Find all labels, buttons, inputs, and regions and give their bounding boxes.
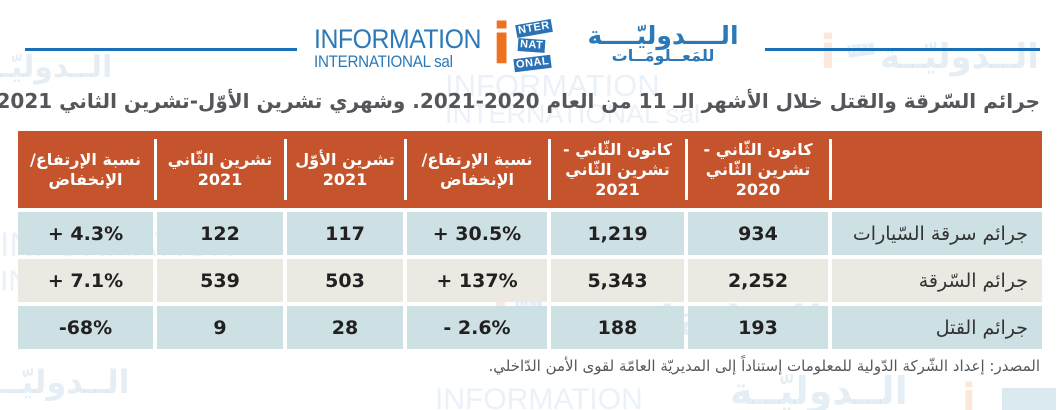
cell-jan-nov-2020: 934 xyxy=(688,212,828,255)
logo-badge-nter: NTER xyxy=(515,18,553,38)
cell-jan-nov-2021: 188 xyxy=(551,306,684,349)
watermark-i-topright: i xyxy=(820,25,836,79)
cell-oct-2021: 28 xyxy=(287,306,403,349)
header-cell-row-labels xyxy=(832,131,1042,208)
table-row-murder: جرائم القتل 193 188 - 2.6% 28 9 -68% xyxy=(18,306,1042,349)
logo-i-letter: i xyxy=(492,12,512,77)
brand-arabic-wordmark: الــــدوليّــــة للمَعــلومَــات xyxy=(566,22,760,64)
brand-rule-left xyxy=(25,48,297,51)
watermark-arabic-topright: الــدوليّــة xyxy=(880,37,1039,77)
brand-arabic-line2: للمَعــلومَــات xyxy=(611,45,715,65)
source-note: المصدر: إعداد الشّركة الدّولية للمعلومات… xyxy=(488,357,1040,375)
cell-jan-nov-2021: 1,219 xyxy=(551,212,684,255)
header-cell-oct-2021: تشرين الأوّل 2021 xyxy=(287,131,407,208)
logo-badge-nat: NAT xyxy=(517,38,546,53)
header-cell-change-annual: نسبة الإرتفاع/ الإنخفاض xyxy=(407,131,551,208)
cell-jan-nov-2020: 2,252 xyxy=(688,259,828,302)
company-logo-icon: i NTER NAT ONAL xyxy=(492,12,564,80)
row-label: جرائم القتل xyxy=(832,306,1042,349)
table-row-car-theft: جرائم سرقة السّيارات 934 1,219 + 30.5% 1… xyxy=(18,212,1042,255)
cell-nov-2021: 122 xyxy=(157,212,283,255)
header-cell-nov-2021: تشرين الثّاني 2021 xyxy=(157,131,287,208)
brand-rule-right xyxy=(765,48,1040,51)
cell-change-annual: + 137% xyxy=(407,259,547,302)
cell-nov-2021: 9 xyxy=(157,306,283,349)
watermark-block-bottomright xyxy=(1002,388,1056,410)
logo-badge-onal: ONAL xyxy=(513,54,552,72)
cell-change-monthly: -68% xyxy=(18,306,153,349)
brand-wordmark: INFORMATION INTERNATIONAL sal xyxy=(314,24,481,72)
header-cell-change-monthly: نسبة الإرتفاع/ الإنخفاض xyxy=(18,131,157,208)
page-title: جرائم السّرقة والقتل خلال الأشهر الـ 11 … xyxy=(0,89,1040,113)
row-label: جرائم سرقة السّيارات xyxy=(832,212,1042,255)
table-header-row: كانون الثّاني - تشرين الثّاني 2020 كانون… xyxy=(18,131,1042,208)
cell-change-annual: - 2.6% xyxy=(407,306,547,349)
watermark-arabic-bottomright: الــدوليّــة xyxy=(730,369,908,410)
cell-change-monthly: + 4.3% xyxy=(18,212,153,255)
crime-statistics-table: كانون الثّاني - تشرين الثّاني 2020 كانون… xyxy=(18,131,1042,349)
brand-name-line1: INFORMATION xyxy=(314,24,481,54)
cell-jan-nov-2021: 5,343 xyxy=(551,259,684,302)
header-cell-jan-nov-2020: كانون الثّاني - تشرين الثّاني 2020 xyxy=(688,131,832,208)
watermark-information-bottom: INFORMATION xyxy=(435,383,643,410)
cell-jan-nov-2020: 193 xyxy=(688,306,828,349)
header-cell-jan-nov-2021: كانون الثّاني - تشرين الثّاني 2021 xyxy=(551,131,688,208)
cell-change-monthly: + 7.1% xyxy=(18,259,153,302)
cell-oct-2021: 117 xyxy=(287,212,403,255)
brand-name-line2: INTERNATIONAL sal xyxy=(314,53,453,71)
watermark-arabic-bottomleft: الــدوليّــة xyxy=(0,363,130,401)
cell-change-annual: + 30.5% xyxy=(407,212,547,255)
row-label: جرائم السّرقة xyxy=(832,259,1042,302)
watermark-i-bottomright: i xyxy=(962,376,976,410)
table-row-theft: جرائم السّرقة 2,252 5,343 + 137% 503 539… xyxy=(18,259,1042,302)
brand-arabic-line1: الــــدوليّــــة xyxy=(587,21,739,50)
cell-oct-2021: 503 xyxy=(287,259,403,302)
cell-nov-2021: 539 xyxy=(157,259,283,302)
watermark-arabic-topleft: الــدوليّــة xyxy=(0,50,113,85)
